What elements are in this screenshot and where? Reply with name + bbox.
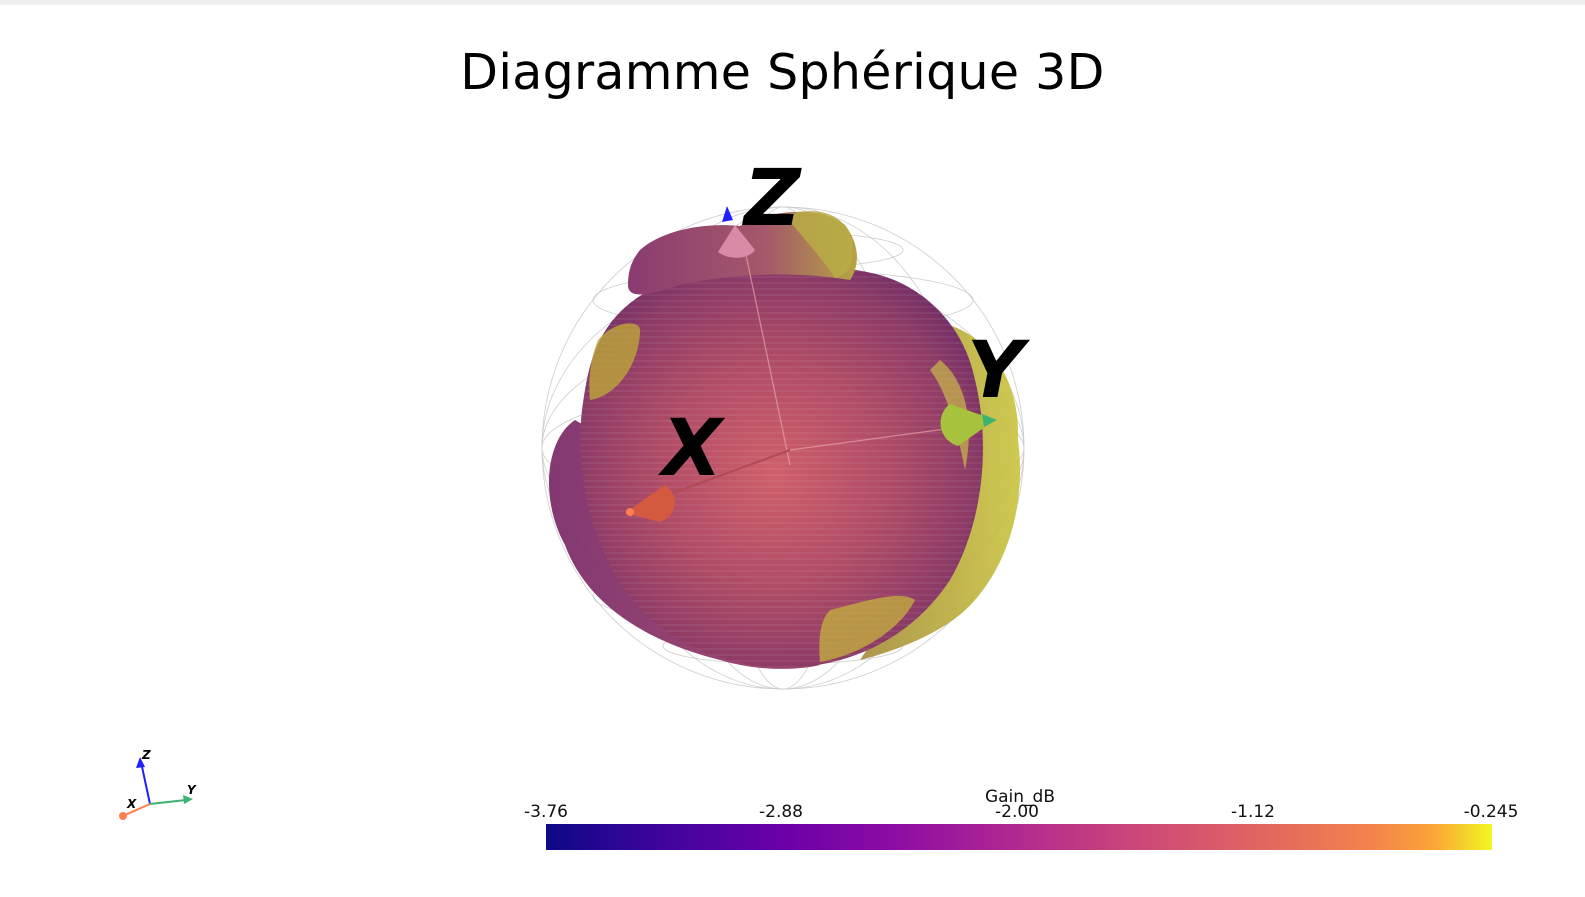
axis-label-x: X xyxy=(662,404,723,494)
colorbar-title: Gain_dB xyxy=(984,787,1056,807)
axis-label-z: Z xyxy=(744,154,801,244)
colorbar-tick: -3.76 xyxy=(524,802,568,822)
orient-label-x: X xyxy=(127,797,137,811)
orient-y-tip xyxy=(183,795,193,804)
top-strip xyxy=(0,0,1585,5)
axis-label-y: Y xyxy=(967,326,1024,416)
orient-x-tip xyxy=(119,812,127,820)
surface-lobe-right xyxy=(860,320,1021,660)
surface-highlight-bottom xyxy=(819,595,915,662)
orient-label-z: Z xyxy=(142,748,151,762)
orient-z-line xyxy=(140,761,151,805)
colorbar-tick: -2.88 xyxy=(759,802,803,822)
colorbar-tick: -1.12 xyxy=(1231,802,1275,822)
orientation-widget xyxy=(119,757,193,820)
orient-y-line xyxy=(149,799,187,805)
surface-stripes xyxy=(580,265,983,668)
y-axis-tip xyxy=(982,414,997,427)
surface-highlight-left xyxy=(589,323,640,400)
z-axis-cone xyxy=(718,225,755,258)
x-axis-tip xyxy=(626,508,634,516)
colorbar-tick: -2.00 xyxy=(995,802,1039,822)
scene-axes xyxy=(625,206,997,522)
surface-lobe-top-yellow xyxy=(785,211,853,278)
z-axis-tip xyxy=(722,206,733,222)
surface-seam xyxy=(744,249,791,466)
orient-z-tip xyxy=(136,757,145,768)
y-axis-cone xyxy=(940,404,995,446)
orient-label-y: Y xyxy=(187,783,196,797)
chart-title: Diagramme Sphérique 3D xyxy=(460,44,1105,101)
colorbar-tick: -0.245 xyxy=(1463,802,1519,822)
colorbar-gradient xyxy=(546,824,1492,850)
orient-x-line xyxy=(124,803,151,816)
x-axis-cone xyxy=(625,485,676,522)
